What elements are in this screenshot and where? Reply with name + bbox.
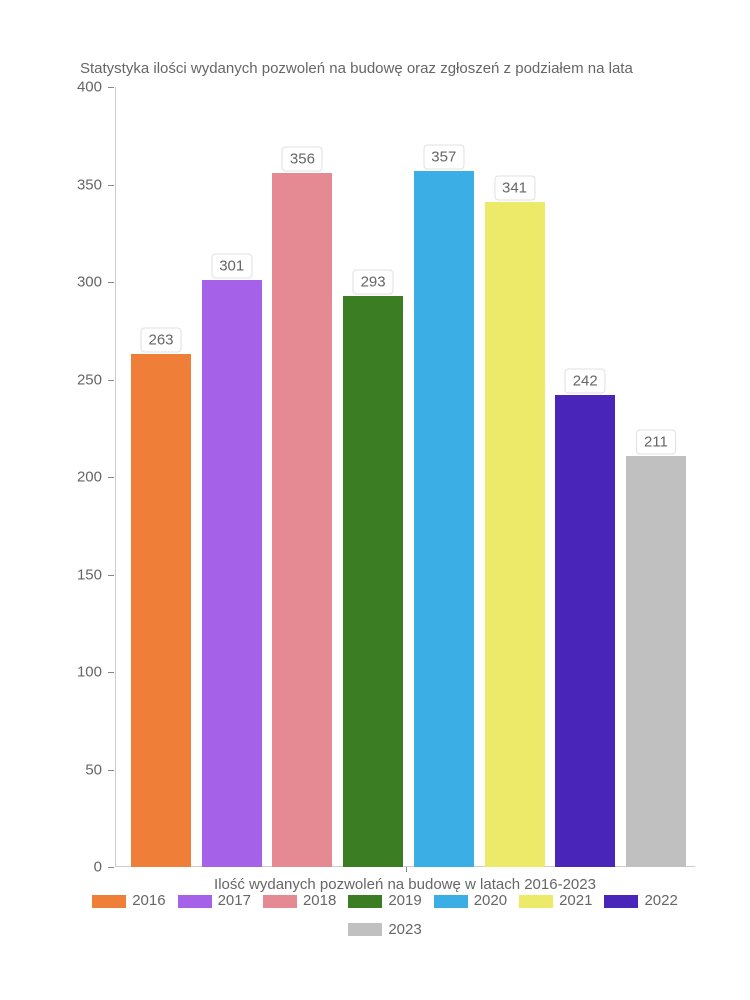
legend-label: 2018 [303, 888, 336, 914]
y-tick-label: 0 [94, 859, 102, 876]
bar-value-label: 242 [565, 369, 606, 394]
bar-2016: 263 [131, 354, 191, 867]
legend-swatch [92, 895, 126, 908]
legend-item-2017: 2017 [178, 888, 251, 914]
legend-label: 2017 [218, 888, 251, 914]
plot-area: 050100150200250300350400 263301356293357… [60, 87, 700, 867]
legend-swatch [434, 895, 468, 908]
bar-2021: 341 [485, 202, 545, 867]
bar-2019: 293 [343, 296, 403, 867]
legend-swatch [348, 923, 382, 936]
y-tick-label: 150 [77, 566, 102, 583]
legend-label: 2022 [644, 888, 677, 914]
y-tick-mark [108, 380, 114, 381]
y-tick-label: 350 [77, 176, 102, 193]
y-tick-mark [108, 770, 114, 771]
bar-group: 263301356293357341242211 [131, 87, 686, 867]
legend-item-2019: 2019 [348, 888, 421, 914]
chart-title: Statystyka ilości wydanych pozwoleń na b… [50, 60, 700, 77]
bar-2017: 301 [202, 280, 262, 867]
bar-2020: 357 [414, 171, 474, 867]
bar-value-label: 341 [494, 176, 535, 201]
legend-swatch [348, 895, 382, 908]
legend-item-2020: 2020 [434, 888, 507, 914]
y-tick-mark [108, 477, 114, 478]
y-tick-mark [108, 575, 114, 576]
y-tick-mark [108, 282, 114, 283]
bar-2023: 211 [626, 456, 686, 867]
legend-item-2021: 2021 [519, 888, 592, 914]
y-tick-label: 200 [77, 469, 102, 486]
legend-swatch [178, 895, 212, 908]
bar-value-label: 356 [282, 146, 323, 171]
y-tick-label: 250 [77, 371, 102, 388]
y-tick-label: 100 [77, 664, 102, 681]
y-tick-mark [108, 87, 114, 88]
legend-item-2018: 2018 [263, 888, 336, 914]
legend-swatch [604, 895, 638, 908]
bar-2022: 242 [555, 395, 615, 867]
bar-value-label: 357 [423, 144, 464, 169]
legend-swatch [519, 895, 553, 908]
y-axis: 050100150200250300350400 [60, 87, 110, 867]
bar-value-label: 211 [636, 429, 676, 454]
y-tick-mark [108, 867, 114, 868]
legend: 2016 2017 2018 2019 2020 2021 2022 2023 [60, 888, 710, 945]
y-tick-label: 300 [77, 274, 102, 291]
bar-2018: 356 [272, 173, 332, 867]
bar-value-label: 263 [140, 328, 181, 353]
legend-label: 2019 [388, 888, 421, 914]
legend-label: 2023 [388, 917, 421, 943]
legend-label: 2021 [559, 888, 592, 914]
y-tick-label: 400 [77, 79, 102, 96]
legend-item-2023: 2023 [348, 917, 421, 943]
chart-container: Statystyka ilości wydanych pozwoleń na b… [50, 60, 700, 960]
legend-swatch [263, 895, 297, 908]
bar-value-label: 301 [211, 254, 252, 279]
bars-area: 263301356293357341242211 [115, 87, 695, 867]
legend-item-2016: 2016 [92, 888, 165, 914]
x-axis-tick [406, 867, 407, 872]
y-tick-label: 50 [85, 761, 102, 778]
legend-item-2022: 2022 [604, 888, 677, 914]
legend-label: 2016 [132, 888, 165, 914]
bar-value-label: 293 [353, 269, 394, 294]
y-tick-mark [108, 672, 114, 673]
y-tick-mark [108, 185, 114, 186]
legend-label: 2020 [474, 888, 507, 914]
